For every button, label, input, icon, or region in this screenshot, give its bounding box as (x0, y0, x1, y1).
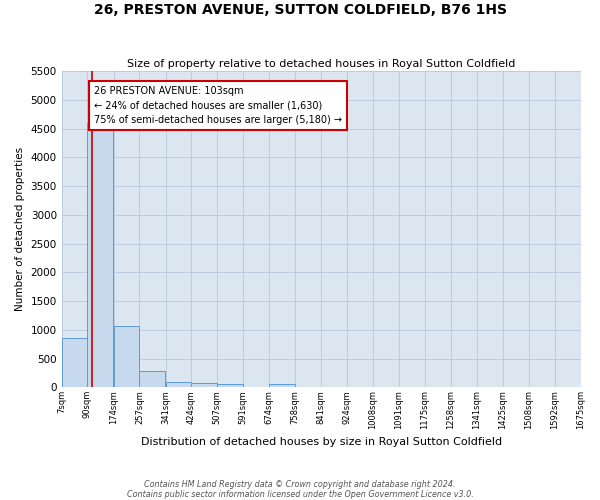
Bar (166, 382, 191, 388)
Text: 26, PRESTON AVENUE, SUTTON COLDFIELD, B76 1HS: 26, PRESTON AVENUE, SUTTON COLDFIELD, B7… (94, 2, 506, 16)
Text: Contains HM Land Registry data © Crown copyright and database right 2024.
Contai: Contains HM Land Registry data © Crown c… (127, 480, 473, 499)
Bar (88, 123, 113, 388)
Y-axis label: Number of detached properties: Number of detached properties (15, 147, 25, 312)
Bar (62, 338, 88, 388)
Bar (269, 384, 295, 388)
Bar (113, 326, 139, 388)
X-axis label: Distribution of detached houses by size in Royal Sutton Coldfield: Distribution of detached houses by size … (140, 438, 502, 448)
Text: 26 PRESTON AVENUE: 103sqm
← 24% of detached houses are smaller (1,630)
75% of se: 26 PRESTON AVENUE: 103sqm ← 24% of detac… (94, 86, 342, 125)
Bar (217, 384, 243, 388)
Bar (139, 370, 165, 388)
Bar (191, 382, 217, 388)
Title: Size of property relative to detached houses in Royal Sutton Coldfield: Size of property relative to detached ho… (127, 59, 515, 69)
